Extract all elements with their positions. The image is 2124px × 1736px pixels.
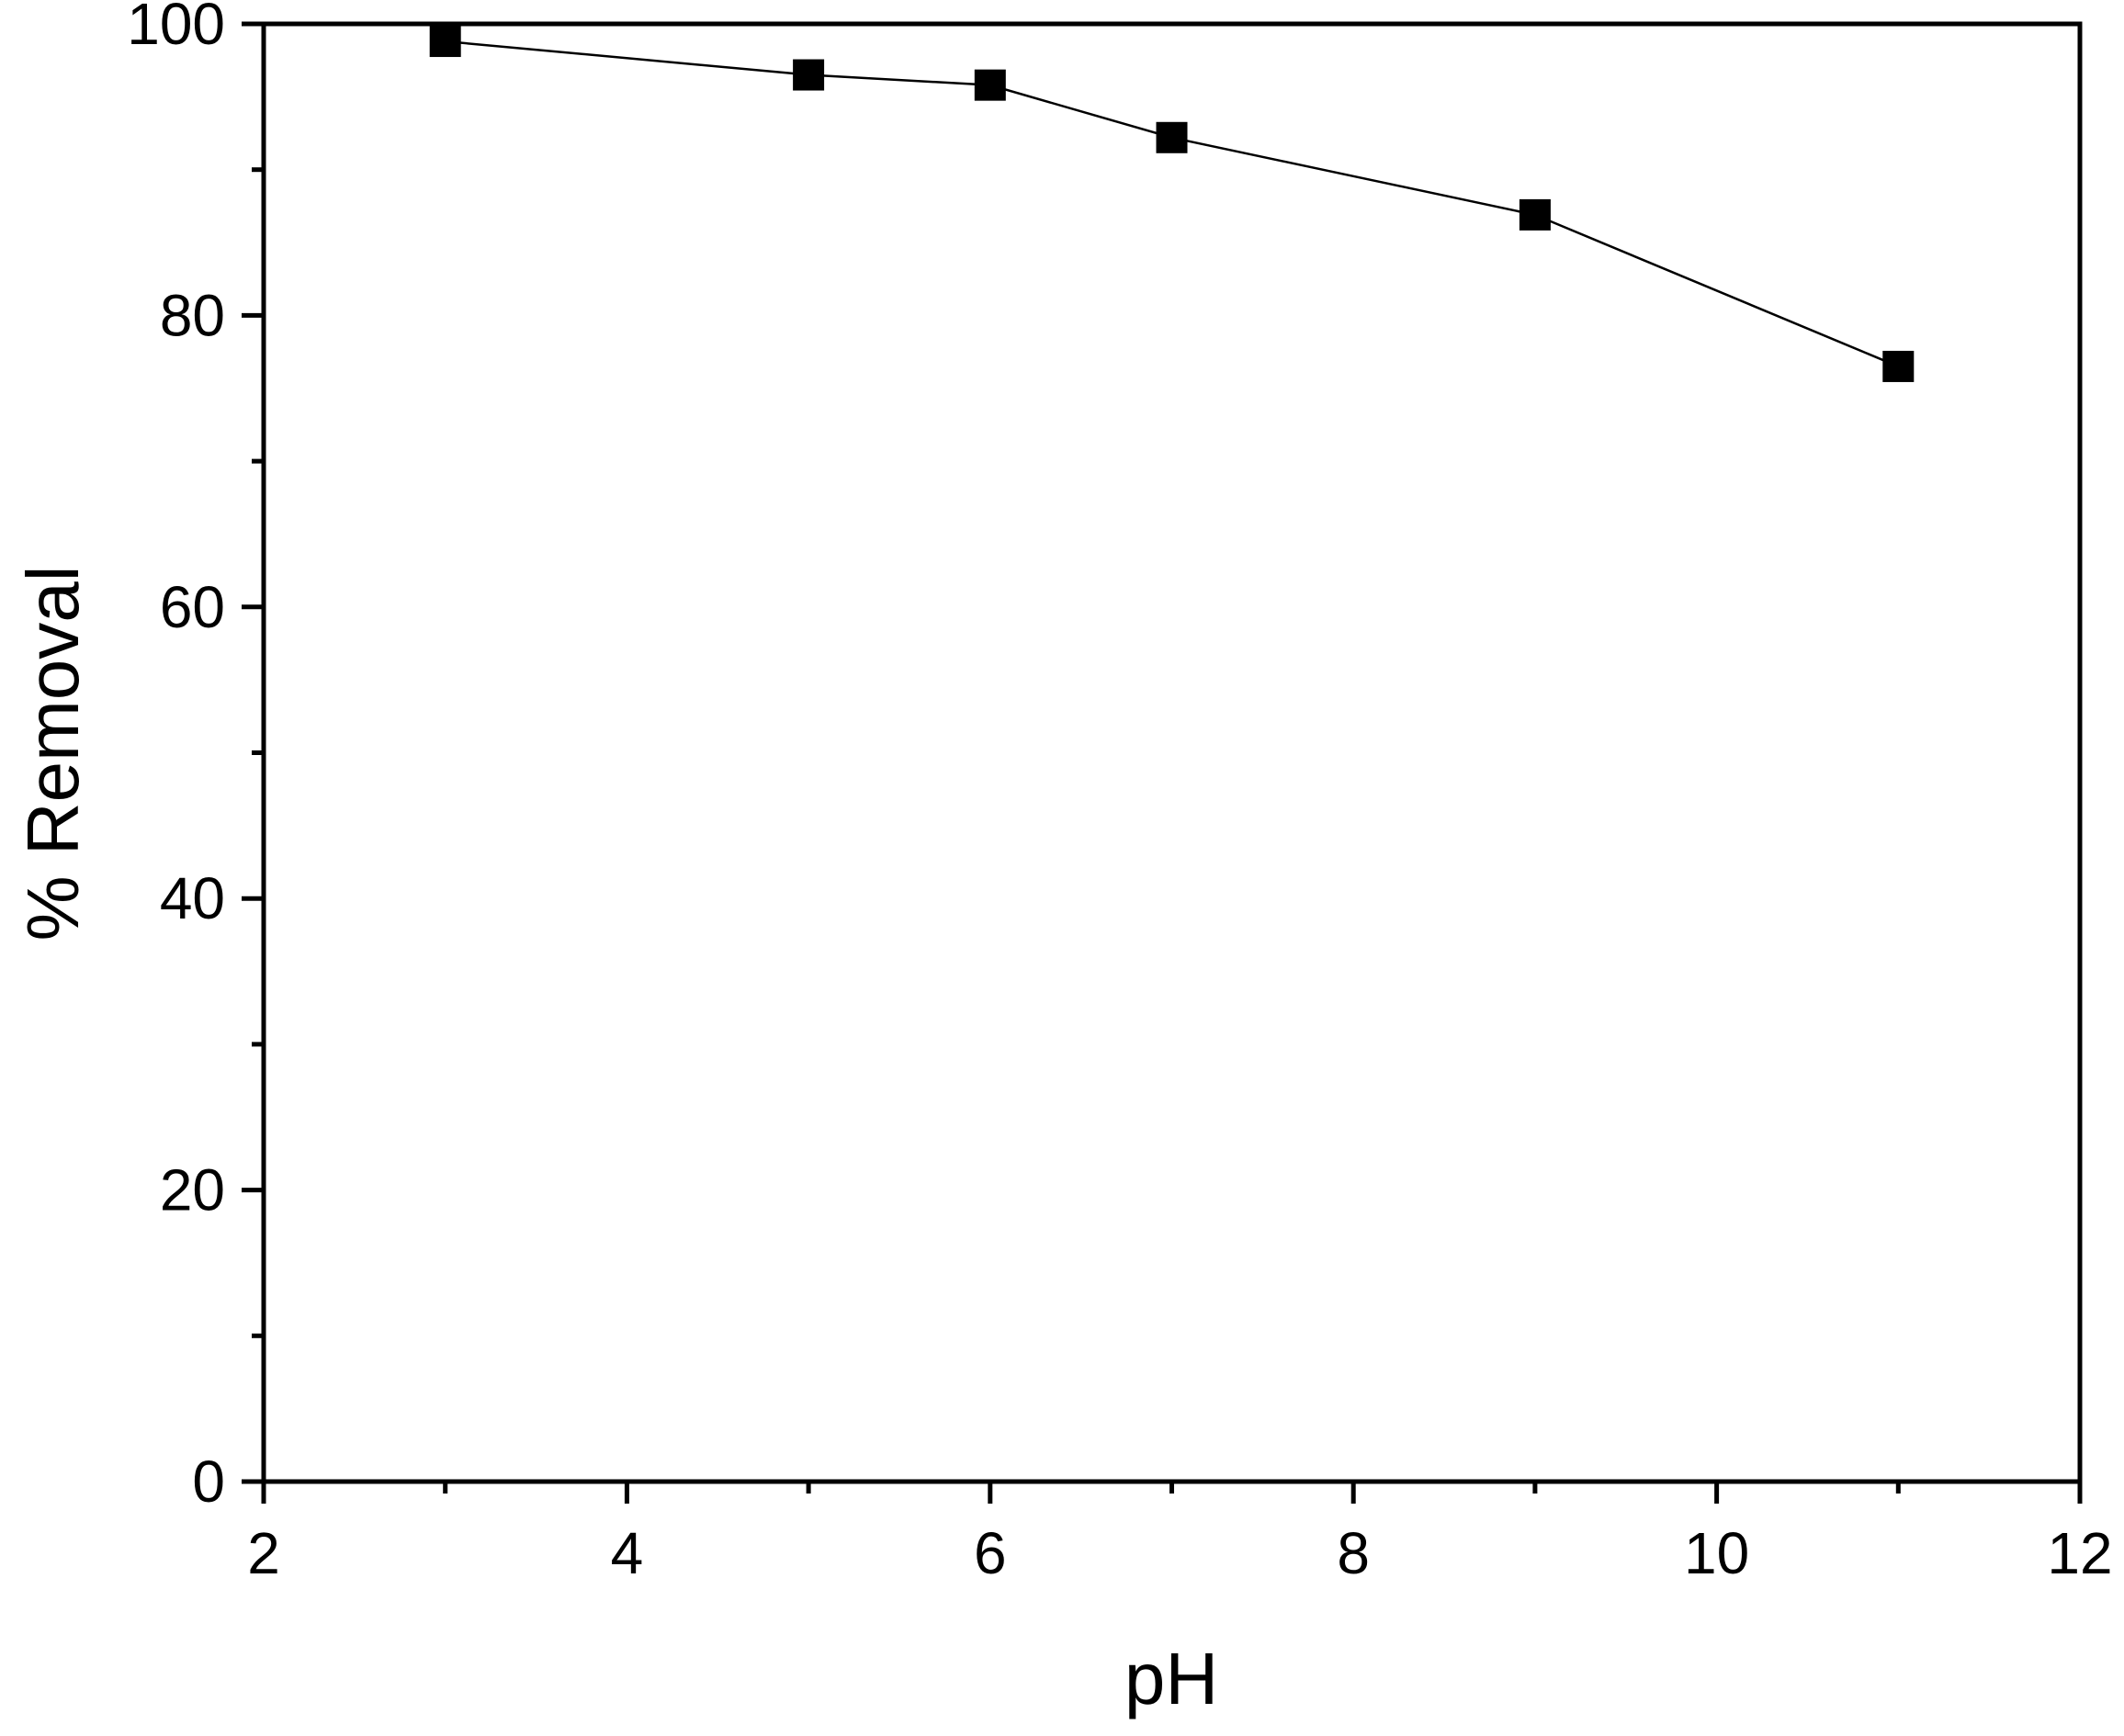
data-point-marker xyxy=(1519,198,1551,231)
series-line xyxy=(445,39,1899,368)
data-point-marker xyxy=(1156,121,1188,153)
y-tick-label: 40 xyxy=(160,865,225,931)
x-tick-label: 2 xyxy=(247,1520,280,1586)
x-tick-label: 8 xyxy=(1337,1520,1370,1586)
data-point-marker xyxy=(793,59,825,91)
y-tick-label: 100 xyxy=(127,0,225,57)
plot-frame xyxy=(261,21,2083,1484)
data-point-marker xyxy=(1882,350,1915,382)
axis-ticks xyxy=(242,21,2083,1504)
y-tick-label: 0 xyxy=(192,1449,225,1515)
series-layer xyxy=(429,26,1915,382)
x-tick-label: 4 xyxy=(611,1520,644,1586)
y-axis-title: % Removal xyxy=(12,565,94,941)
x-tick-label: 12 xyxy=(2047,1520,2112,1586)
data-point-marker xyxy=(974,69,1006,101)
data-point-marker xyxy=(429,26,461,58)
y-tick-label: 80 xyxy=(160,282,225,348)
y-tick-label: 60 xyxy=(160,574,225,640)
x-tick-label: 10 xyxy=(1684,1520,1749,1586)
y-tick-label: 20 xyxy=(160,1157,225,1223)
x-axis-title: pH xyxy=(1124,1638,1218,1719)
tick-labels: 2 4 6 8 10 12 0 20 40 60 80 100 xyxy=(127,0,2112,1586)
x-tick-label: 6 xyxy=(974,1520,1007,1586)
